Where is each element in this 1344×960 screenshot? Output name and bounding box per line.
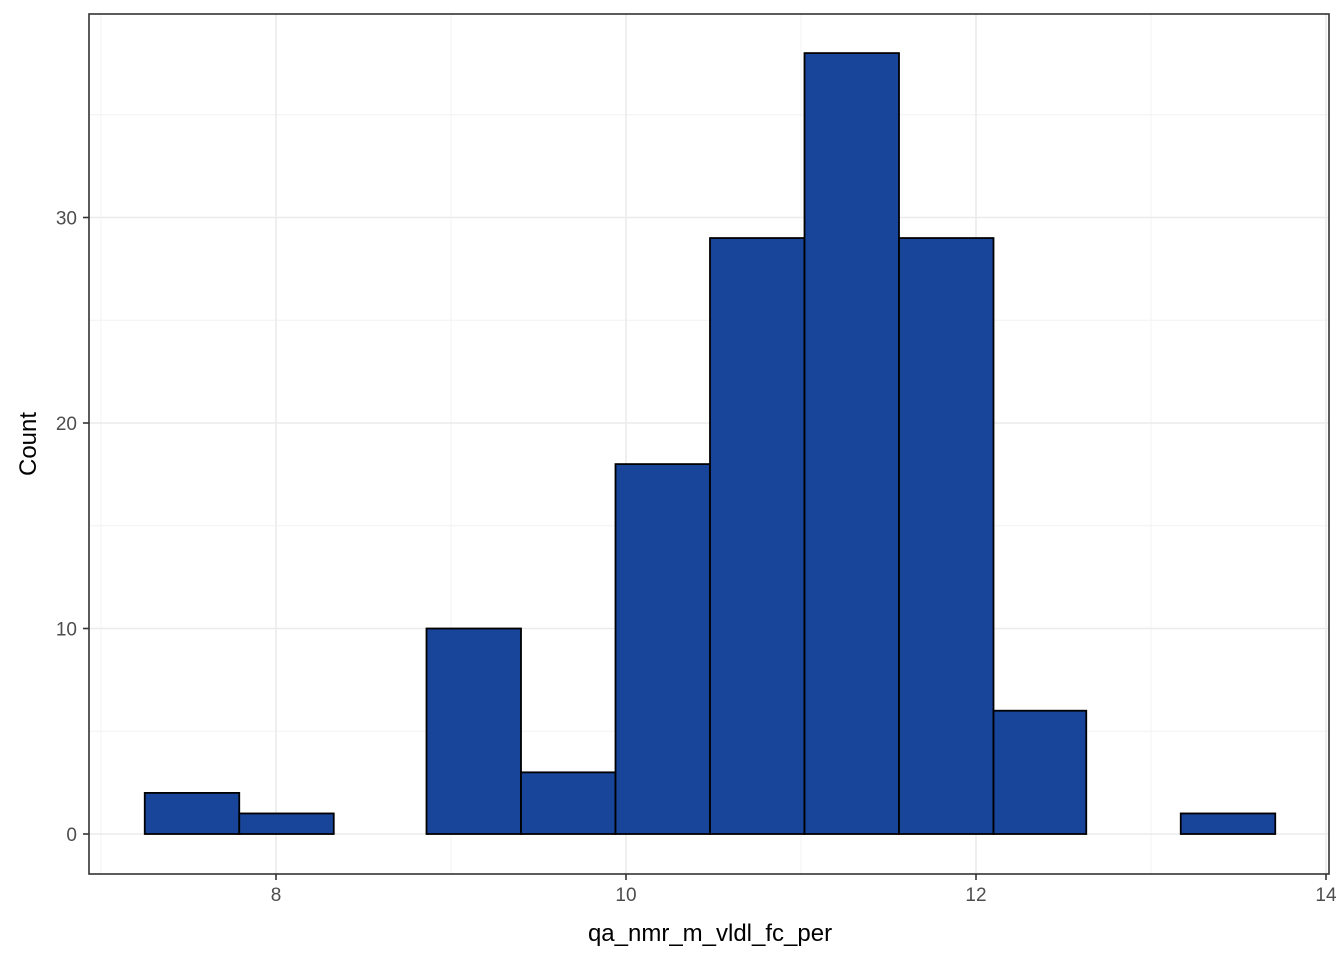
histogram-bars <box>143 52 1277 835</box>
histogram-bar <box>614 463 711 835</box>
x-tick-label: 14 <box>1315 885 1337 906</box>
x-tick-label: 8 <box>271 885 282 906</box>
x-axis-title: qa_nmr_m_vldl_fc_per <box>588 920 832 947</box>
y-axis-title: Count <box>15 412 42 476</box>
y-tick-label: 20 <box>56 414 77 435</box>
histogram-bar <box>425 627 522 835</box>
x-tick-label: 10 <box>615 885 636 906</box>
histogram-bar <box>898 237 995 835</box>
y-tick-label: 0 <box>66 825 77 846</box>
histogram-bar <box>238 812 335 835</box>
y-tick-label: 30 <box>56 209 77 230</box>
histogram-bar <box>520 771 617 835</box>
panel-border <box>88 13 1330 875</box>
axis-ticks: 8 10 12 14 0 10 20 30 <box>56 209 1337 907</box>
histogram-bar <box>709 237 806 835</box>
histogram-bar <box>803 52 900 835</box>
x-tick-label: 12 <box>965 885 986 906</box>
histogram-bar <box>992 709 1088 835</box>
histogram-bar <box>143 792 241 835</box>
histogram-bar <box>1179 812 1277 835</box>
y-tick-label: 10 <box>56 620 77 641</box>
